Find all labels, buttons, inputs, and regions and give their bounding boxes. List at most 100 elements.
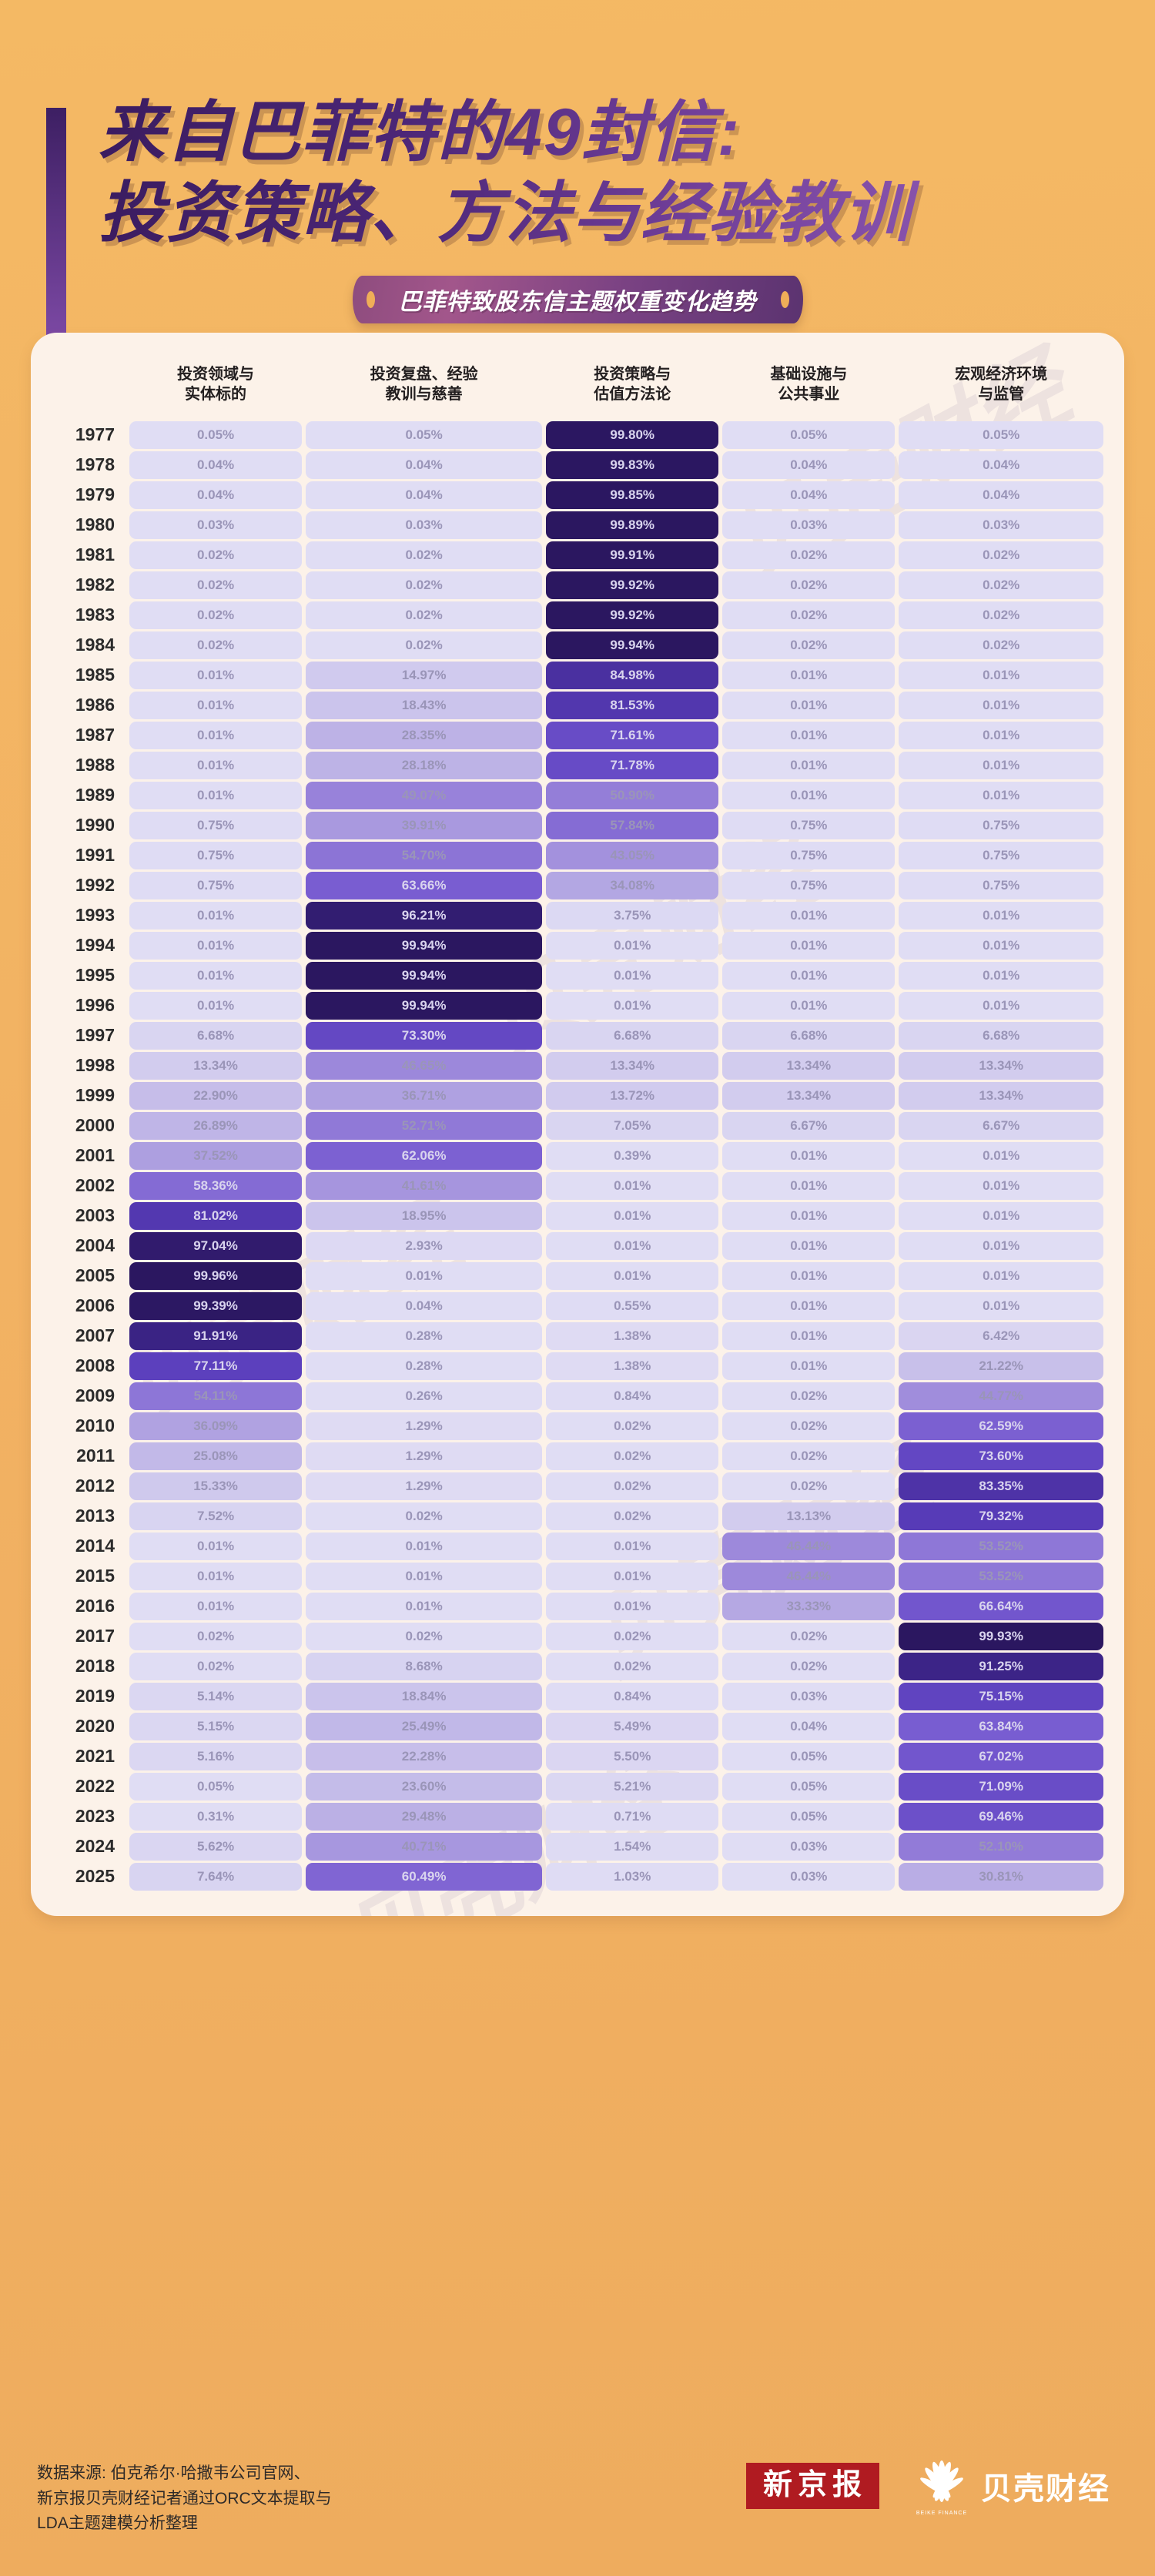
heatmap-cell: 0.55%: [546, 1291, 719, 1320]
heatmap-cell: 0.01%: [722, 751, 896, 779]
heatmap-cell: 0.03%: [306, 511, 543, 539]
heatmap-cell: 0.02%: [546, 1472, 719, 1500]
heatmap-cell: 0.04%: [306, 451, 543, 479]
table-row: 2000 26.89% 52.71% 7.05% 6.67% 6.67%: [52, 1111, 1103, 1140]
heatmap-cell: 0.02%: [899, 541, 1103, 569]
heatmap-cell: 0.02%: [722, 1652, 896, 1680]
table-row: 2012 15.33% 1.29% 0.02% 0.02% 83.35%: [52, 1472, 1103, 1500]
table-row: 1989 0.01% 49.07% 50.90% 0.01% 0.01%: [52, 781, 1103, 809]
table-row: 2024 5.62% 40.71% 1.54% 0.03% 52.10%: [52, 1832, 1103, 1861]
row-year-label: 2007: [75, 1325, 115, 1346]
heatmap-cell: 0.02%: [546, 1442, 719, 1470]
heatmap-cell: 0.01%: [899, 661, 1103, 689]
row-year-label: 1978: [75, 454, 115, 475]
heatmap-cell: 0.01%: [722, 901, 896, 930]
row-year-label: 2001: [75, 1145, 115, 1166]
table-row: 1990 0.75% 39.91% 57.84% 0.75% 0.75%: [52, 811, 1103, 839]
table-row: 2020 5.15% 25.49% 5.49% 0.04% 63.84%: [52, 1712, 1103, 1740]
row-year-label: 2019: [75, 1686, 115, 1707]
year-column-header: [52, 352, 126, 419]
row-year-label: 2024: [75, 1836, 115, 1857]
heatmap-cell: 1.38%: [546, 1321, 719, 1350]
row-year-label: 1999: [75, 1085, 115, 1106]
table-row: 1982 0.02% 0.02% 99.92% 0.02% 0.02%: [52, 571, 1103, 599]
row-year-label: 1982: [75, 574, 115, 595]
heatmap-cell: 0.01%: [129, 1562, 303, 1590]
heatmap-cell: 6.67%: [722, 1111, 896, 1140]
heatmap-cell: 0.01%: [129, 991, 303, 1020]
table-row: 1987 0.01% 28.35% 71.61% 0.01% 0.01%: [52, 721, 1103, 749]
heatmap-cell: 0.01%: [129, 721, 303, 749]
heatmap-cell: 0.01%: [722, 1352, 896, 1380]
heatmap-cell: 0.05%: [722, 1742, 896, 1770]
row-year-label: 2005: [75, 1265, 115, 1286]
header: 来自巴菲特的49封信: 投资策略、方法与经验教训: [0, 0, 1155, 347]
heatmap-cell: 5.21%: [546, 1772, 719, 1801]
table-row: 1996 0.01% 99.94% 0.01% 0.01% 0.01%: [52, 991, 1103, 1020]
heatmap-cell: 7.52%: [129, 1502, 303, 1530]
heatmap-cell: 0.01%: [722, 991, 896, 1020]
heatmap-cell: 71.09%: [899, 1772, 1103, 1801]
heatmap-cell: 63.66%: [306, 871, 543, 899]
row-year-label: 1988: [75, 755, 115, 775]
table-row: 2016 0.01% 0.01% 0.01% 33.33% 66.64%: [52, 1592, 1103, 1620]
heatmap-cell: 0.01%: [546, 991, 719, 1020]
heatmap-cell: 40.71%: [306, 1832, 543, 1861]
heatmap-cell: 97.04%: [129, 1231, 303, 1260]
heatmap-cell: 25.49%: [306, 1712, 543, 1740]
table-row: 2010 36.09% 1.29% 0.02% 0.02% 62.59%: [52, 1412, 1103, 1440]
heatmap-cell: 54.11%: [129, 1382, 303, 1410]
heatmap-cell: 0.84%: [546, 1382, 719, 1410]
heatmap-cell: 52.10%: [899, 1832, 1103, 1861]
row-year-label: 2000: [75, 1115, 115, 1136]
row-year-label: 1986: [75, 695, 115, 715]
heatmap-cell: 73.60%: [899, 1442, 1103, 1470]
row-year-label: 1980: [75, 514, 115, 535]
row-year-label: 2003: [75, 1205, 115, 1226]
heatmap-cell: 0.01%: [129, 781, 303, 809]
heatmap-cell: 1.38%: [546, 1352, 719, 1380]
column-header-2: 投资策略与 估值方法论: [594, 365, 671, 404]
heatmap-cell: 0.02%: [899, 571, 1103, 599]
heatmap-cell: 0.01%: [546, 1231, 719, 1260]
row-year-label: 1996: [75, 995, 115, 1016]
heatmap-cell: 0.75%: [899, 841, 1103, 869]
heatmap-cell: 54.70%: [306, 841, 543, 869]
heatmap-cell: 5.15%: [129, 1712, 303, 1740]
banner-container: 巴菲特致股东信主题权重变化趋势: [0, 275, 1155, 323]
heatmap-cell: 0.02%: [306, 541, 543, 569]
heatmap-cell: 0.04%: [129, 481, 303, 509]
row-year-label: 1981: [75, 544, 115, 565]
heatmap-cell: 0.01%: [899, 1201, 1103, 1230]
heatmap-cell: 0.04%: [722, 1712, 896, 1740]
table-row: 1998 13.34% 46.65% 13.34% 13.34% 13.34%: [52, 1051, 1103, 1080]
heatmap-cell: 36.09%: [129, 1412, 303, 1440]
table-row: 1977 0.05% 0.05% 99.80% 0.05% 0.05%: [52, 420, 1103, 449]
heatmap-cell: 0.02%: [129, 571, 303, 599]
heatmap-cell: 5.49%: [546, 1712, 719, 1740]
heatmap-cell: 0.71%: [546, 1802, 719, 1831]
heatmap-cell: 0.01%: [546, 1171, 719, 1200]
xinjingbao-logo: 新京报: [745, 2463, 879, 2509]
heatmap-cell: 84.98%: [546, 661, 719, 689]
row-year-label: 2008: [75, 1355, 115, 1376]
table-row: 1988 0.01% 28.18% 71.78% 0.01% 0.01%: [52, 751, 1103, 779]
table-row: 1991 0.75% 54.70% 43.05% 0.75% 0.75%: [52, 841, 1103, 869]
row-year-label: 2004: [75, 1235, 115, 1256]
heatmap-cell: 62.06%: [306, 1141, 543, 1170]
table-row: 2025 7.64% 60.49% 1.03% 0.03% 30.81%: [52, 1862, 1103, 1891]
heatmap-cell: 99.91%: [546, 541, 719, 569]
table-row: 2008 77.11% 0.28% 1.38% 0.01% 21.22%: [52, 1352, 1103, 1380]
heatmap-cell: 0.28%: [306, 1321, 543, 1350]
heatmap-cell: 0.31%: [129, 1802, 303, 1831]
table-row: 2011 25.08% 1.29% 0.02% 0.02% 73.60%: [52, 1442, 1103, 1470]
table-row: 2009 54.11% 0.26% 0.84% 0.02% 44.77%: [52, 1382, 1103, 1410]
column-header-1: 投资复盘、经验 教训与慈善: [370, 365, 478, 404]
heatmap-cell: 13.34%: [722, 1051, 896, 1080]
table-row: 1984 0.02% 0.02% 99.94% 0.02% 0.02%: [52, 631, 1103, 659]
heatmap-cell: 0.01%: [899, 691, 1103, 719]
heatmap-cell: 0.01%: [899, 991, 1103, 1020]
table-row: 2014 0.01% 0.01% 0.01% 46.44% 53.52%: [52, 1532, 1103, 1560]
heatmap-cell: 0.75%: [899, 811, 1103, 839]
heatmap-cell: 0.01%: [899, 1171, 1103, 1200]
